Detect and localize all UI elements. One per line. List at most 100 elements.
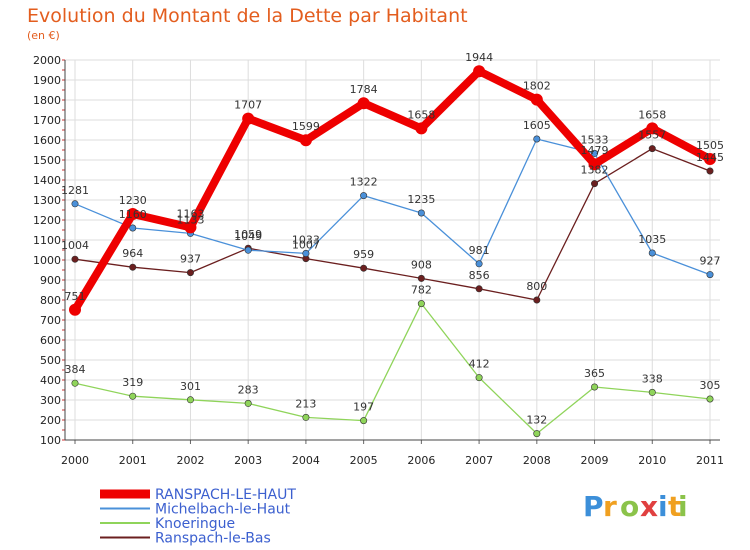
x-tick-label: 2008 <box>523 454 551 467</box>
y-tick-label: 800 <box>40 294 61 307</box>
data-labels: 1004 964 937 1059 1007 959 908 856 800 1382 1557 14… <box>61 51 724 426</box>
data-point <box>417 300 425 308</box>
data-label: 1322 <box>350 176 378 189</box>
data-point <box>129 224 137 232</box>
data-point <box>533 135 541 143</box>
y-tick-label: 500 <box>40 354 61 367</box>
data-point <box>71 200 79 208</box>
data-point <box>648 388 656 396</box>
data-label: 412 <box>469 358 490 371</box>
data-point <box>706 167 714 175</box>
y-tick-label: 1700 <box>33 114 61 127</box>
logo-letter: r <box>603 490 617 523</box>
y-tick-label: 1900 <box>33 74 61 87</box>
x-tick-label: 2011 <box>696 454 724 467</box>
data-point <box>242 112 255 125</box>
data-point <box>244 399 252 407</box>
data-point <box>126 208 139 220</box>
data-point <box>591 180 599 188</box>
data-point <box>71 255 79 263</box>
data-label: 1944 <box>465 51 493 64</box>
data-label: 927 <box>700 255 721 268</box>
data-label: 1784 <box>350 83 378 96</box>
data-label: 1557 <box>638 129 666 142</box>
data-label: 283 <box>238 383 259 396</box>
data-point <box>588 158 601 171</box>
x-tick-label: 2007 <box>465 454 493 467</box>
data-point <box>533 296 541 304</box>
axes: 1002003004005006007008009001000110012001… <box>33 54 724 467</box>
x-tick-label: 2004 <box>292 454 320 467</box>
chart-title: Evolution du Montant de la Dette par Hab… <box>27 5 468 27</box>
y-tick-label: 2000 <box>33 54 61 67</box>
x-tick-label: 2005 <box>350 454 378 467</box>
legend: RANSPACH-LE-HAUTMichelbach-le-HautKnoeri… <box>100 487 296 547</box>
data-point <box>704 153 716 165</box>
y-tick-label: 700 <box>40 314 61 327</box>
y-tick-label: 1500 <box>33 154 61 167</box>
chart-subtitle: (en €) <box>27 29 60 42</box>
data-label: 1802 <box>523 80 551 93</box>
series-group <box>69 65 716 438</box>
data-label: 1230 <box>119 194 147 207</box>
data-point <box>299 134 312 147</box>
data-point <box>302 249 310 257</box>
data-point <box>706 271 714 279</box>
data-label: 1599 <box>292 120 320 133</box>
data-point <box>475 260 483 268</box>
data-label: 1033 <box>292 233 320 246</box>
data-point <box>69 303 81 316</box>
y-tick-label: 300 <box>40 394 61 407</box>
data-label: 1479 <box>581 144 609 157</box>
data-point <box>533 430 541 438</box>
y-tick-label: 1800 <box>33 94 61 107</box>
logo-letter: i <box>678 490 688 523</box>
logo-letter: P <box>583 490 604 523</box>
data-label: 1707 <box>234 99 262 112</box>
data-point <box>591 383 599 391</box>
data-point <box>71 379 79 387</box>
data-label: 1007 <box>292 239 320 252</box>
data-point <box>186 396 194 404</box>
data-point <box>184 221 197 234</box>
data-point <box>417 209 425 217</box>
data-point <box>417 274 425 282</box>
data-point <box>473 65 486 78</box>
data-point <box>648 145 656 153</box>
logo-letter: i <box>658 490 668 523</box>
data-point <box>129 392 137 400</box>
data-label: 964 <box>122 247 143 260</box>
legend-label: Michelbach-le-Haut <box>155 502 291 518</box>
data-point <box>360 192 368 200</box>
y-tick-label: 1400 <box>33 174 61 187</box>
series-line-0 <box>71 67 714 314</box>
y-tick-label: 1600 <box>33 134 61 147</box>
x-tick-label: 2000 <box>61 454 89 467</box>
data-label: 365 <box>584 367 605 380</box>
data-label: 1133 <box>176 213 204 226</box>
data-point <box>706 395 714 403</box>
data-label: 1505 <box>696 139 724 152</box>
data-point <box>648 249 656 257</box>
y-tick-label: 1300 <box>33 194 61 207</box>
x-tick-label: 2002 <box>176 454 204 467</box>
data-label: 937 <box>180 253 201 266</box>
logo-letter: t <box>668 490 681 523</box>
data-point <box>129 263 137 271</box>
data-label: 1059 <box>234 228 262 241</box>
data-point <box>302 413 310 421</box>
legend-label: Ranspach-le-Bas <box>155 531 271 547</box>
data-label: 1445 <box>696 151 724 164</box>
y-tick-label: 400 <box>40 374 61 387</box>
data-point <box>530 93 543 106</box>
grid <box>65 59 720 441</box>
y-tick-label: 200 <box>40 414 61 427</box>
series-line-2 <box>74 302 711 435</box>
logo-letter: x <box>640 490 658 523</box>
data-label: 800 <box>526 280 547 293</box>
data-label: 213 <box>295 397 316 410</box>
data-label: 1533 <box>581 133 609 146</box>
data-label: 1281 <box>61 184 89 197</box>
